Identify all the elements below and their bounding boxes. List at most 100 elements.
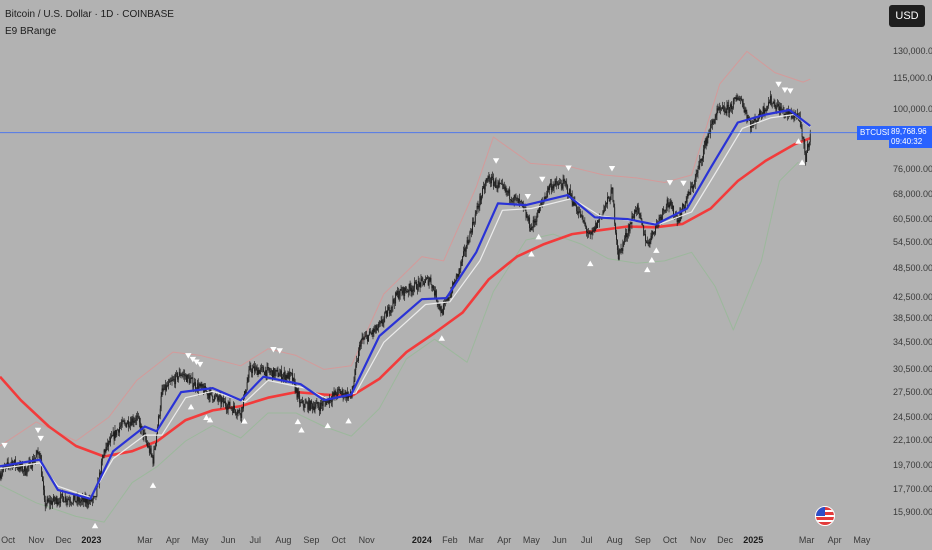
candle-body [100,472,101,475]
currency-button[interactable]: USD [889,5,925,27]
buy-marker-up [648,257,656,263]
candle-body [570,194,572,197]
candle-body [451,291,453,293]
buy-marker-up [438,335,445,341]
candle-body [243,391,245,399]
candle-body [94,496,96,497]
candle-body [126,424,128,427]
candle-body [27,466,29,468]
price-tick-label: 115,000.00 [893,73,932,84]
candle-body [89,499,91,502]
candle-body [416,289,418,290]
candle-body [608,198,610,202]
candle-body [532,220,534,228]
candle-body [196,383,198,390]
symbol-title[interactable]: Bitcoin / U.S. Dollar · 1D · COINBASE [5,9,174,20]
time-tick-label: Mar [798,535,815,545]
candle-body [640,215,642,220]
candle-body [438,304,440,306]
candle-body [635,209,636,213]
candle-body [379,321,381,325]
candle-body [365,335,367,337]
candle-body [740,98,741,99]
candle-body [492,178,494,186]
candle-body [606,202,607,205]
candle-body [783,109,785,116]
candle-body [714,117,716,124]
candle-body [168,380,170,383]
candle-body [309,400,311,410]
candle-body [705,139,707,146]
candle-body [102,455,104,459]
candle-body [398,295,400,299]
candle-body [662,209,664,216]
price-tick-label: 34,500.00 [893,337,932,348]
candle-body [411,289,413,293]
candle-body [694,177,696,185]
time-tick-label: May [191,535,209,545]
candle-body [291,373,292,374]
candle-body [156,433,158,443]
candle-body [176,373,177,374]
candle-body [132,418,134,423]
candle-body [577,211,579,214]
candle-body [337,389,339,397]
candle-body [493,183,495,186]
candle-body [275,370,277,372]
candle-body [315,403,317,407]
candle-body [635,210,637,213]
candle-body [622,242,624,251]
candle-body [149,448,151,453]
time-tick-label: Feb [442,535,458,545]
candle-body [415,282,417,290]
candle-body [367,335,368,342]
candle-body [369,331,371,334]
candle-body [348,394,349,399]
candle-body [228,401,230,405]
candle-body [339,389,340,391]
candle-body [496,187,498,189]
candle-body [64,496,66,502]
candle-body [710,124,712,134]
candle-body [113,432,115,440]
candle-body [314,406,316,411]
sell-marker-down [539,176,546,183]
candle-body [56,497,58,505]
candle-body [109,441,110,443]
candle-body [308,400,310,410]
candle-body [706,138,708,146]
candle-body [41,459,43,477]
sell-marker-down [781,87,789,93]
candle-body [45,504,47,507]
candle-body [729,107,731,113]
candle-body [638,208,640,214]
candle-body [144,433,146,435]
candle-body [358,344,360,351]
candle-body [72,498,74,503]
candle-body [598,217,600,223]
candle-body [281,370,282,380]
time-tick-label: 2025 [743,535,764,545]
price-tick-label: 60,500.00 [893,214,932,225]
candle-body [703,145,705,150]
candle-body [11,461,13,464]
candle-body [463,248,465,252]
candle-body [237,410,239,414]
sell-marker-down [34,427,42,434]
candle-body [335,391,337,395]
candle-body [473,221,474,224]
candle-body [386,311,388,317]
candle-body [607,197,609,198]
candle-body [320,402,322,405]
indicator-label[interactable]: E9 BRange [5,26,57,37]
candle-body [484,184,486,190]
us-flag-icon[interactable] [815,506,835,526]
candle-body [201,384,203,387]
candle-body [549,185,550,190]
candle-body [680,212,682,218]
candle-body [245,389,247,395]
candle-body [243,398,244,409]
candle-body [391,306,393,308]
candle-body [189,379,191,384]
